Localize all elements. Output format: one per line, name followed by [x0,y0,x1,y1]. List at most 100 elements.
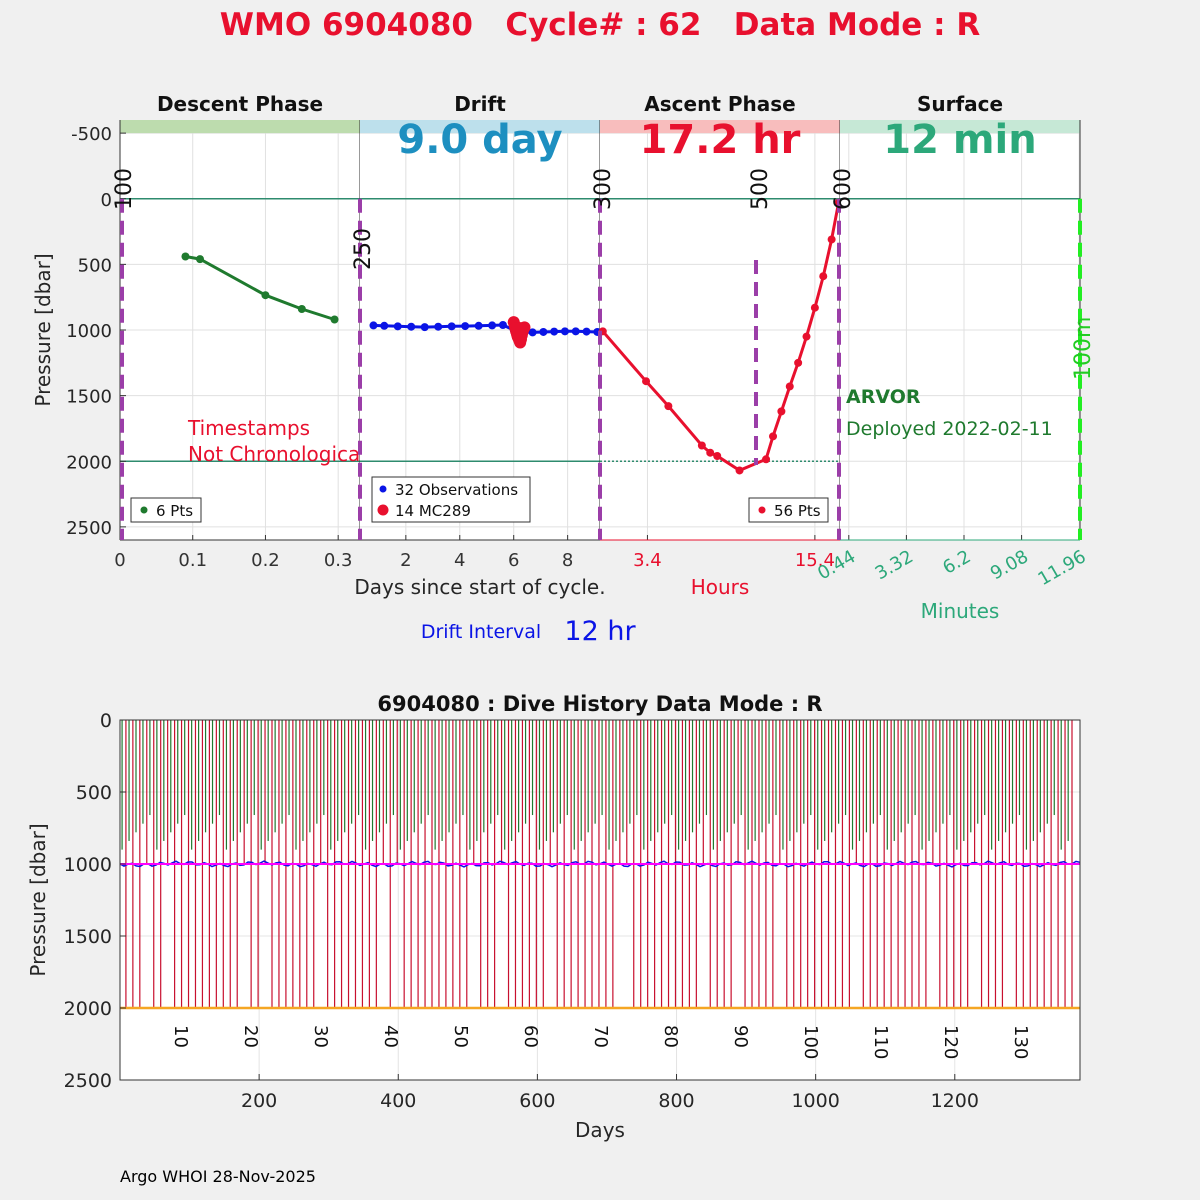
phase-header: Drift [454,92,506,116]
data-point [393,322,402,331]
data-point [407,322,416,331]
data-point [810,303,819,312]
rotated-pressure-label: 300 [591,168,616,210]
cycle-number-label: 130 [1010,1025,1031,1059]
data-point [819,272,828,281]
dive-history-chart: 200 400 600 800 1000 1200 0 500 1000 1500 2000 2500… [26,692,1081,1142]
legend-marker [140,506,148,514]
data-point [713,452,722,460]
phase-header: Surface [917,92,1003,116]
data-point [706,448,715,457]
data-point [571,327,580,336]
data-point [196,255,204,264]
x-tick-label: 0 [114,550,125,571]
cycle-number-label: 30 [310,1025,331,1048]
data-point [582,327,591,336]
legend-box [371,476,531,523]
data-point [369,321,378,330]
phase-duration: 12 min [883,117,1036,163]
y-tick-label: 2500 [66,518,112,539]
history-x-axis-label: Days [575,1118,625,1142]
x-tick-label: 6 [508,550,519,571]
history-title: 6904080 : Dive History Data Mode : R [377,692,822,716]
data-point [498,321,507,330]
x-tick-label: 1200 [931,1090,979,1112]
data-point [642,377,651,386]
x-tick-label: 9.08 [987,546,1032,584]
history-background [120,720,1080,1080]
data-point [261,291,270,300]
y-tick-label: 1000 [66,321,112,342]
y-tick-label: 2000 [66,452,112,473]
x-axis-label-ascent: Hours [691,575,750,599]
data-point [181,252,190,261]
data-point [769,432,778,441]
cycle-number-label: 40 [380,1025,401,1048]
phase-band [600,120,840,134]
x-axis-label-surface: Minutes [921,599,1000,623]
legend-marker [377,504,389,516]
cycle-number-label: 70 [590,1025,611,1048]
y-tick-label: 2500 [64,1070,112,1092]
data-point [762,455,771,464]
y-tick-label: 2000 [64,998,112,1020]
phase-duration: 9.0 day [397,117,562,163]
data-point [528,328,537,337]
cycle-number-label: 20 [240,1025,261,1048]
phase-header: Ascent Phase [644,92,795,116]
legend-marker [379,485,387,493]
data-point [785,382,794,391]
cycle-number-label: 80 [660,1025,681,1048]
y-tick-label: -500 [71,124,112,145]
data-point [802,332,811,341]
y-tick-label: 500 [76,782,112,804]
phase-band [840,120,1080,134]
data-point [794,358,803,367]
phase-duration: 17.2 hr [640,117,801,163]
x-tick-label: 11.96 [1035,546,1090,590]
rotated-pressure-label: 100m [1071,317,1096,380]
x-tick-label: 15.4 [795,550,835,571]
x-tick-label: 3.4 [633,550,662,571]
data-point [697,441,706,450]
x-tick-label: 0.2 [251,550,280,571]
data-point [330,315,339,324]
cycle-number-label: 120 [940,1025,961,1059]
y-axis-label-top: Pressure [dbar] [31,253,55,406]
x-tick-label: 4 [454,550,465,571]
panel-descent: Descent Phase 0 0.1 0.2 0.3 6 Pts TimestampsNo… [114,92,366,571]
data-point [827,235,836,244]
data-point [777,407,786,416]
data-point [461,322,470,331]
data-point [488,321,497,330]
y-tick-label: 1500 [64,926,112,948]
footer-credit: Argo WHOI 28-Nov-2025 [120,1167,316,1186]
y-tick-label: 1500 [66,387,112,408]
x-tick-label: 600 [519,1090,555,1112]
data-point [380,321,389,330]
data-point [474,321,483,330]
data-point [297,305,306,313]
cycle-number-label: 10 [170,1025,191,1048]
annotation-line: Not Chronological [188,442,366,466]
cycle-number-label: 50 [450,1025,471,1048]
cycle-number-label: 110 [870,1025,891,1059]
phase-band [360,120,600,134]
x-tick-label: 0.3 [324,550,353,571]
y-tick-label: 0 [101,190,112,211]
main-title: WMO 6904080 Cycle# : 62 Data Mode : R [220,7,981,43]
phase-header: Descent Phase [157,92,323,116]
rotated-pressure-label: 100 [112,168,137,210]
x-tick-label: 6.2 [939,546,974,579]
y-tick-label: 1000 [64,854,112,876]
x-tick-label: 800 [658,1090,694,1112]
mc289-cluster [511,322,527,343]
x-tick-label: 1000 [791,1090,839,1112]
deployed-date: Deployed 2022-02-11 [846,418,1053,440]
rotated-pressure-label: 500 [748,168,773,210]
cycle-number-label: 90 [730,1025,751,1048]
data-point [664,402,673,411]
